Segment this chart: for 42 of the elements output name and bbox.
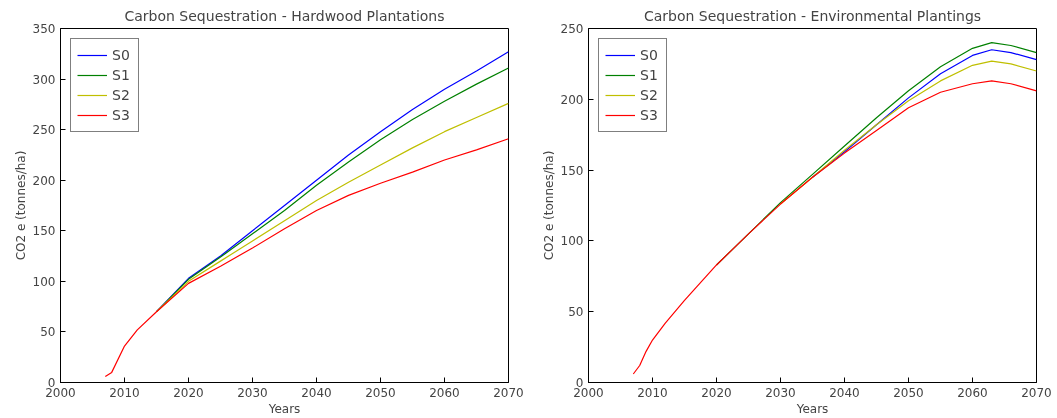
y-tick-label: 150 [32,224,56,239]
y-axis-title: CO2 e (tonnes/ha) [13,150,28,261]
chart-title: Carbon Sequestration - Hardwood Plantations [124,7,445,24]
x-tick-label: 2070 [1021,385,1052,400]
x-tick-label: 2070 [493,385,524,400]
legend-label: S2 [640,87,659,103]
line-series [104,138,509,378]
x-tick-label: 2010 [637,385,668,400]
chart-title: Carbon Sequestration - Environmental Plantings [643,7,982,24]
legend-label: S3 [640,107,659,123]
x-tick-label: 2020 [173,385,204,400]
y-tick-label: 100 [560,234,584,249]
x-tick-label: 2050 [365,385,396,400]
y-axis-title: CO2 e (tonnes/ha) [541,150,556,261]
x-tick-label: 2020 [701,385,732,400]
x-tick-label: 2060 [429,385,460,400]
y-tick-label: 300 [32,72,56,87]
y-tick-label: 250 [560,22,584,36]
x-tick-label: 2030 [765,385,796,400]
y-tick-label: 200 [560,92,584,107]
x-tick-label: 2060 [957,385,988,400]
x-tick-label: 2030 [237,385,268,400]
y-tick-label: 150 [560,163,584,178]
y-tick-label: 250 [32,123,56,138]
legend-label: S0 [640,47,659,63]
x-axis-title: Years [267,401,301,416]
legend-label: S1 [640,67,659,83]
x-tick-label: 2050 [893,385,924,400]
legend-label: S1 [112,67,131,83]
line-series [632,80,1037,375]
x-tick-label: 2040 [301,385,332,400]
legend-label: S3 [112,107,131,123]
x-axis-title: Years [795,401,829,416]
y-tick-label: 50 [40,325,56,340]
y-tick-label: 200 [32,173,56,188]
legend-label: S0 [112,47,131,63]
x-tick-label: 2010 [109,385,140,400]
legend-label: S2 [112,87,131,103]
x-tick-label: 2040 [829,385,860,400]
y-tick-label: 350 [32,22,56,36]
y-tick-label: 100 [32,274,56,289]
y-tick-label: 50 [568,305,584,320]
